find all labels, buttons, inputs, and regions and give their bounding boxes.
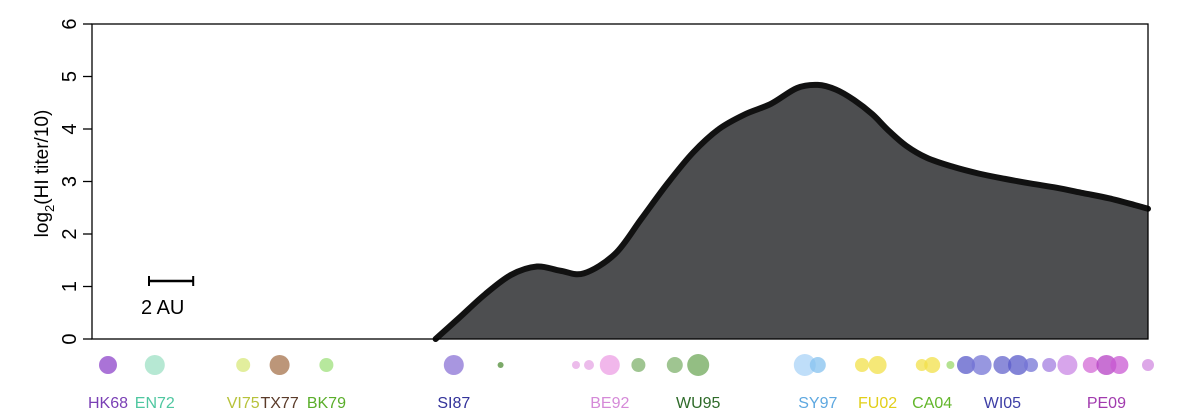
antigen-dot xyxy=(868,356,887,374)
antigen-label-ca04: CA04 xyxy=(912,395,952,412)
antigen-dot xyxy=(993,356,1012,374)
y-tick-label-6: 6 xyxy=(59,18,81,29)
antigen-dot xyxy=(584,360,594,370)
antigen-dot xyxy=(1057,355,1078,375)
y-tick-label-2: 2 xyxy=(59,228,81,239)
antigen-dot xyxy=(269,355,290,375)
antigen-dot xyxy=(1096,355,1117,375)
antigen-dot xyxy=(572,361,580,369)
antigen-dots xyxy=(99,354,1154,376)
antigen-label-be92: BE92 xyxy=(590,395,629,412)
y-tick-label-4: 4 xyxy=(59,123,81,134)
titer-area-fill xyxy=(435,84,1149,339)
antigen-dot xyxy=(1024,358,1038,372)
antigen-label-pe09: PE09 xyxy=(1087,395,1126,412)
titer-curve xyxy=(432,81,1151,342)
antigen-dot xyxy=(319,358,334,372)
antigen-label-si87: SI87 xyxy=(437,395,470,412)
antigen-dot xyxy=(144,355,165,375)
antigen-dot xyxy=(99,356,117,374)
scale-bar-label: 2 AU xyxy=(141,297,184,319)
antigen-label-vi75: VI75 xyxy=(227,395,260,412)
y-axis-label: log2(HI titer/10) xyxy=(32,110,57,238)
antigen-label-wi05: WI05 xyxy=(984,395,1021,412)
antigen-dot xyxy=(599,355,620,375)
antigen-dot xyxy=(497,362,504,368)
antigen-dot xyxy=(1008,355,1028,375)
antigen-dot xyxy=(443,355,464,375)
antigen-labels: HK68 EN72 VI75 TX77 BK79 SI87 BE92 WU95 SY97 FU02… xyxy=(88,395,1126,412)
antigen-dot xyxy=(236,358,251,372)
antigen-dot xyxy=(666,357,683,373)
antigen-label-fu02: FU02 xyxy=(858,395,897,412)
antigen-dot xyxy=(1110,356,1129,374)
antigen-label-bk79: BK79 xyxy=(307,395,346,412)
antigen-dot xyxy=(1042,358,1057,372)
antigen-dot xyxy=(946,361,955,369)
antigen-dot xyxy=(687,354,710,376)
antigen-label-sy97: SY97 xyxy=(798,395,837,412)
scale-bar: 2 AU xyxy=(141,276,195,319)
y-tick-label-5: 5 xyxy=(59,71,81,82)
antigen-dot xyxy=(957,356,975,374)
antigen-dot xyxy=(971,355,992,375)
y-axis: 0 1 2 3 4 5 6 xyxy=(59,18,92,345)
antigen-dot xyxy=(631,358,646,372)
antigen-label-tx77: TX77 xyxy=(260,395,298,412)
antigen-label-hk68: HK68 xyxy=(88,395,128,412)
antigen-dot xyxy=(793,354,816,376)
antigen-dot xyxy=(1082,357,1099,373)
antigen-dot xyxy=(924,357,941,373)
antigen-label-wu95: WU95 xyxy=(676,395,721,412)
titer-area-layer xyxy=(432,81,1151,342)
antigen-dot xyxy=(1142,359,1154,371)
y-tick-label-0: 0 xyxy=(59,333,81,344)
antigen-dot xyxy=(809,357,826,373)
antigen-label-en72: EN72 xyxy=(135,395,175,412)
y-tick-label-1: 1 xyxy=(59,281,81,292)
y-tick-label-3: 3 xyxy=(59,176,81,187)
antigen-dot xyxy=(855,358,869,372)
